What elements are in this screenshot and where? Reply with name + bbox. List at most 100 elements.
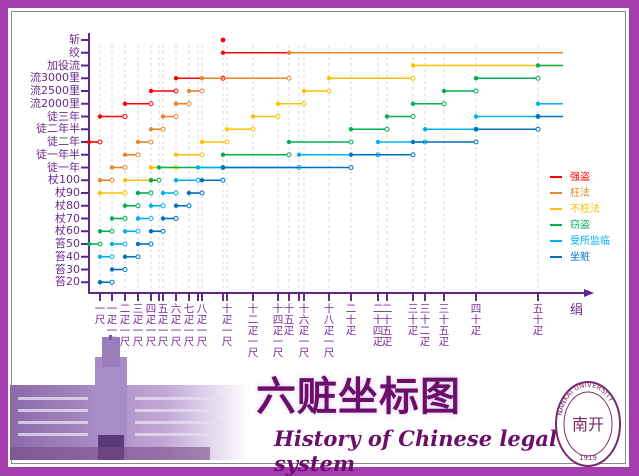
segment-end-point <box>286 152 292 158</box>
segment-start-point <box>173 178 179 183</box>
segment-end-point <box>250 126 256 132</box>
x-tick-label: 六疋一尺 <box>170 303 182 348</box>
segment-end-point <box>148 139 154 145</box>
x-tick-label: 十疋一尺 <box>221 303 233 348</box>
segment-start-point <box>301 88 307 94</box>
y-tick-label: 杖60 <box>55 224 80 238</box>
segment-end-point <box>275 114 281 119</box>
segment-start-point <box>135 139 141 145</box>
segment-end-point <box>148 241 154 247</box>
segment-end-point <box>109 279 115 285</box>
segment-start-point <box>122 229 128 234</box>
segment-start-point <box>535 63 541 68</box>
legend-label: 强盗 <box>570 172 590 183</box>
segment-end-point <box>160 228 166 234</box>
segment-end-point <box>122 190 128 196</box>
segment-end-point <box>348 139 354 145</box>
segment-start-point <box>384 114 390 119</box>
segment-start-point <box>156 165 162 170</box>
segment-start-point <box>160 114 166 119</box>
legend-label: 受所监临 <box>570 236 610 247</box>
segment-end-point <box>410 114 416 119</box>
segment-start-point <box>220 152 226 157</box>
x-tick-label: 二十五疋 <box>381 303 393 348</box>
nankai-university-seal: NANKAI UNIVERSITY 南开 1919 <box>555 381 621 467</box>
segment-start-point <box>86 139 92 145</box>
segment-end-point <box>97 241 103 247</box>
x-tick-label: 十五疋 <box>283 303 295 337</box>
legend-swatch <box>550 192 562 194</box>
x-tick-label: 三十二疋 <box>419 303 431 348</box>
segment-end-point <box>160 126 166 132</box>
y-tick-label: 笞20 <box>55 275 80 289</box>
segment-end-point <box>199 152 205 158</box>
segment-end-point <box>156 177 162 183</box>
x-tick-label: 四十疋 <box>470 303 482 337</box>
segment-start-point <box>220 165 226 170</box>
x-tick-label: 八疋一尺 <box>196 303 208 348</box>
x-tick-label: 七疋一尺 <box>183 303 195 348</box>
x-tick-label: 五疋一尺 <box>157 303 169 348</box>
legend-item: 受所监临 <box>550 235 610 249</box>
legend-label: 枉法 <box>570 188 590 199</box>
segment-start-point <box>286 139 292 145</box>
x-axis-arrow <box>584 289 594 297</box>
segment-start-point <box>220 50 226 55</box>
segment-start-point <box>122 101 128 106</box>
segment-end-point <box>173 114 179 119</box>
segment-start-point <box>97 280 103 285</box>
y-tick-label: 笞30 <box>55 262 80 276</box>
legend-swatch <box>550 224 562 226</box>
x-tick-label: 三十疋 <box>407 303 419 337</box>
segment-end-point <box>122 216 128 221</box>
segment-start-point <box>122 152 128 157</box>
segment-end-point <box>135 228 141 234</box>
segment-start-point <box>422 127 428 132</box>
x-tick-label: 三疋一尺 <box>132 303 144 348</box>
segment-start-point <box>410 63 416 68</box>
segment-end-point <box>195 177 201 183</box>
segment-start-point <box>173 76 179 81</box>
y-tick-label: 流3000里 <box>30 71 80 85</box>
segment-start-point <box>296 152 302 157</box>
segment-end-point <box>301 101 307 107</box>
legend-item: 强盗 <box>550 171 590 185</box>
segment-start-point <box>148 178 154 183</box>
legend-label: 窃盗 <box>570 220 590 231</box>
segment-end-point <box>122 165 128 170</box>
segment-end-point <box>535 126 541 132</box>
segment-start-point <box>186 190 192 196</box>
segment-start-point <box>348 152 354 157</box>
legend-swatch <box>550 208 562 210</box>
segment-start-point <box>173 203 179 208</box>
segment-start-point <box>275 101 281 106</box>
segment-end-point <box>410 75 416 81</box>
segment-start-point <box>109 165 115 170</box>
segment-end-point <box>173 190 179 196</box>
y-tick-label: 杖70 <box>55 211 80 225</box>
x-tick-label: 二十疋 <box>345 303 357 337</box>
y-tick-label: 徒二年 <box>47 135 80 148</box>
legend-swatch <box>550 240 562 242</box>
segment-end-point <box>441 101 447 107</box>
segment-start-point <box>135 216 141 221</box>
x-tick-label: 十四疋一尺 <box>272 303 284 359</box>
segment-start-point <box>122 203 128 208</box>
y-tick-label: 徒一年半 <box>36 147 80 161</box>
segment-end-point <box>122 267 128 272</box>
segment-end-point <box>122 114 128 119</box>
segment-end-point <box>535 75 541 81</box>
segment-end-point <box>109 228 115 234</box>
segment-end-point <box>384 126 390 132</box>
y-tick-label: 绞 <box>69 45 80 59</box>
segment-start-point <box>410 139 416 145</box>
segment-start-point <box>97 190 103 196</box>
segment-start-point <box>97 229 103 234</box>
y-tick-label: 徒三年 <box>47 109 80 123</box>
segment-start-point <box>109 241 115 247</box>
segment-end-point <box>473 88 479 94</box>
segment-end-point <box>220 177 226 183</box>
legend-item: 枉法 <box>550 187 590 201</box>
y-tick-label: 杖80 <box>55 198 80 212</box>
segment-end-point <box>160 203 166 209</box>
